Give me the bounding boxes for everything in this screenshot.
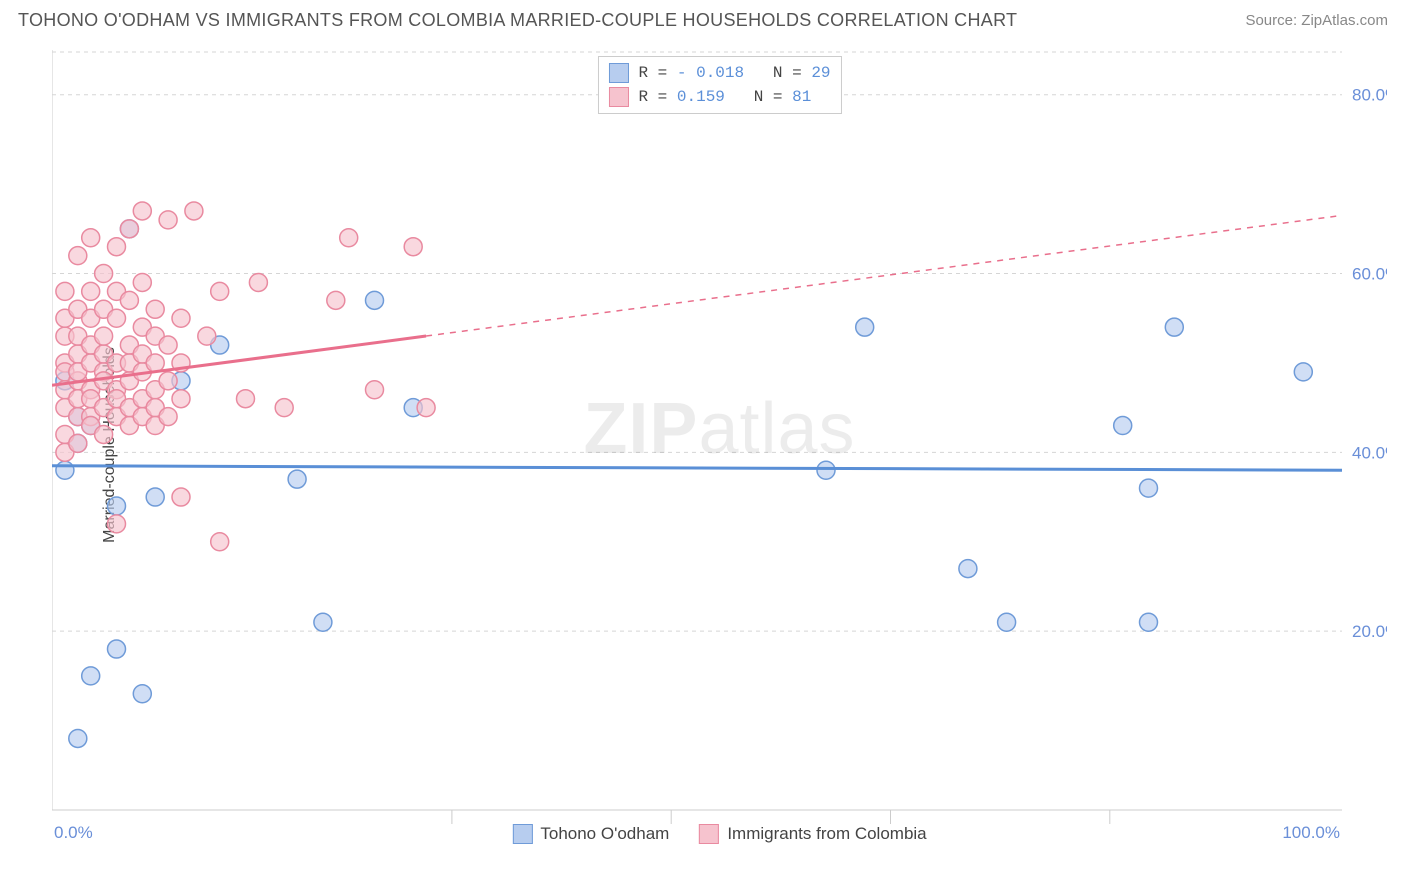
legend-series-item: Immigrants from Colombia	[699, 824, 926, 844]
legend-stat: R = 0.159 N = 81	[638, 88, 811, 106]
svg-text:100.0%: 100.0%	[1282, 823, 1340, 840]
legend-stat: R = - 0.018 N = 29	[638, 64, 830, 82]
chart-area: Married-couple Households 20.0%40.0%60.0…	[52, 50, 1387, 840]
svg-text:0.0%: 0.0%	[54, 823, 93, 840]
svg-text:80.0%: 80.0%	[1352, 86, 1387, 105]
legend-swatch	[512, 824, 532, 844]
scatter-plot: 20.0% 40.0% 60.0% 80.0% 0.0% 100.0%	[52, 50, 1387, 840]
svg-text:20.0%: 20.0%	[1352, 622, 1387, 641]
legend-swatch	[608, 63, 628, 83]
source-label: Source: ZipAtlas.com	[1245, 12, 1388, 29]
legend-correlation: R = - 0.018 N = 29 R = 0.159 N = 81	[597, 56, 841, 114]
legend-series-label: Immigrants from Colombia	[727, 824, 926, 844]
legend-swatch	[608, 87, 628, 107]
legend-series-label: Tohono O'odham	[540, 824, 669, 844]
legend-series: Tohono O'odham Immigrants from Colombia	[512, 824, 926, 844]
svg-text:40.0%: 40.0%	[1352, 443, 1387, 462]
legend-series-item: Tohono O'odham	[512, 824, 669, 844]
svg-text:60.0%: 60.0%	[1352, 265, 1387, 284]
legend-row: R = 0.159 N = 81	[608, 85, 830, 109]
chart-title: TOHONO O'ODHAM VS IMMIGRANTS FROM COLOMB…	[18, 10, 1017, 31]
legend-row: R = - 0.018 N = 29	[608, 61, 830, 85]
legend-swatch	[699, 824, 719, 844]
